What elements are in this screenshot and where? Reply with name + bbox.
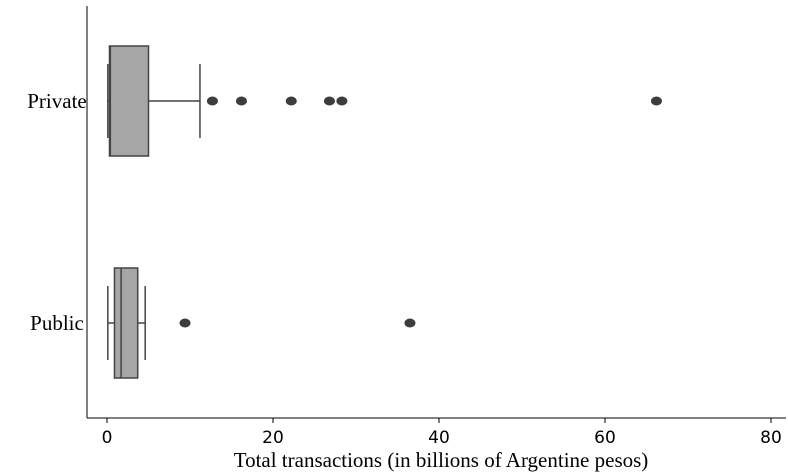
category-label: Public bbox=[30, 311, 84, 335]
category-label: Private bbox=[27, 89, 86, 113]
iqr-box bbox=[113, 267, 139, 379]
box-private: Private bbox=[27, 45, 662, 157]
box-public: Public bbox=[30, 267, 416, 379]
outlier-point bbox=[323, 96, 335, 106]
x-axis-title: Total transactions (in billions of Argen… bbox=[234, 448, 649, 472]
iqr-box bbox=[108, 45, 150, 157]
outlier-point bbox=[404, 318, 416, 328]
outlier-point bbox=[179, 318, 191, 328]
boxes: Private Public bbox=[27, 45, 662, 379]
outlier-point bbox=[206, 96, 218, 106]
outlier-point bbox=[650, 96, 662, 106]
x-ticks: 0 20 40 60 80 bbox=[102, 418, 782, 448]
x-tick-label: 80 bbox=[760, 428, 782, 448]
x-tick-label: 60 bbox=[594, 428, 616, 448]
x-tick-label: 20 bbox=[262, 428, 284, 448]
outlier-point bbox=[235, 96, 247, 106]
outlier-point bbox=[336, 96, 348, 106]
axes bbox=[86, 6, 786, 419]
x-tick-label: 0 bbox=[102, 428, 113, 448]
x-tick-label: 40 bbox=[428, 428, 450, 448]
outlier-point bbox=[285, 96, 297, 106]
